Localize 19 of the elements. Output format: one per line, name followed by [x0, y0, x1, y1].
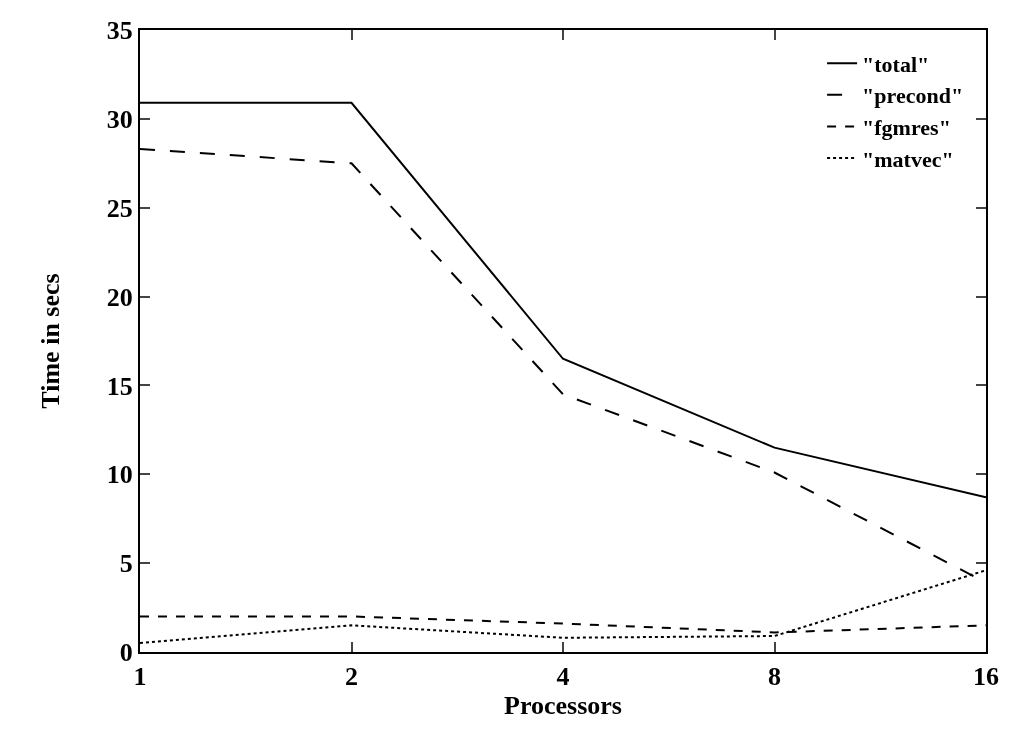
- y-tick-label: 10: [106, 460, 133, 490]
- legend-label: "fgmres": [862, 115, 951, 141]
- y-axis-title: Time in secs: [35, 273, 65, 409]
- y-tick-label: 20: [106, 282, 133, 312]
- y-tick-label: 0: [119, 638, 133, 668]
- x-tick-label: 8: [768, 662, 781, 692]
- y-tick-label: 5: [119, 549, 133, 579]
- x-axis-title: Processors: [504, 691, 622, 721]
- x-tick-label: 2: [345, 662, 358, 692]
- legend-label: "precond": [862, 83, 964, 109]
- y-tick-label: 15: [106, 371, 133, 401]
- y-tick-label: 30: [106, 104, 133, 134]
- x-tick-label: 4: [556, 662, 570, 692]
- y-tick-label: 25: [106, 193, 133, 223]
- x-tick-label: 16: [973, 662, 999, 692]
- legend-label: "total": [862, 51, 930, 77]
- x-tick-label: 1: [133, 662, 147, 692]
- y-tick-label: 35: [106, 16, 133, 46]
- legend-label: "matvec": [862, 146, 954, 172]
